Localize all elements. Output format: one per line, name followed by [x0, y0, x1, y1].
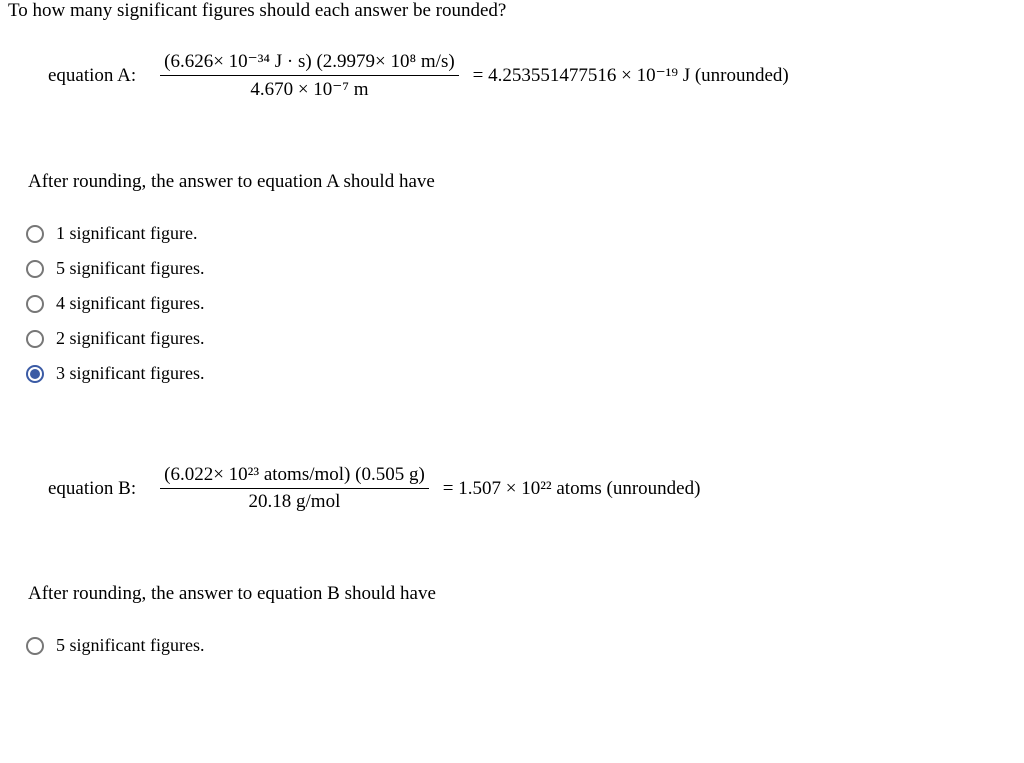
- equation-b-denominator: 20.18 g/mol: [245, 489, 345, 513]
- equation-a-denominator: 4.670 × 10⁻⁷ m: [246, 76, 372, 101]
- options-a-option-2[interactable]: 4 significant figures.: [26, 293, 1004, 314]
- equation-b-block: equation B: (6.022× 10²³ atoms/mol) (0.5…: [48, 464, 1004, 513]
- equation-a-result: = 4.253551477516 × 10⁻¹⁹ J (unrounded): [473, 64, 789, 87]
- options-a-option-1[interactable]: 5 significant figures.: [26, 258, 1004, 279]
- equation-b-result: = 1.507 × 10²² atoms (unrounded): [443, 478, 701, 500]
- equation-a-fraction: (6.626× 10⁻³⁴ J · s) (2.9979× 10⁸ m/s) 4…: [160, 50, 459, 101]
- question-prompt: To how many significant figures should e…: [8, 0, 1004, 22]
- option-label: 4 significant figures.: [56, 293, 204, 314]
- radio-icon[interactable]: [26, 330, 44, 348]
- equation-a-block: equation A: (6.626× 10⁻³⁴ J · s) (2.9979…: [48, 50, 1004, 101]
- option-label: 2 significant figures.: [56, 328, 204, 349]
- radio-icon[interactable]: [26, 637, 44, 655]
- option-label: 1 significant figure.: [56, 223, 197, 244]
- equation-b-fraction: (6.022× 10²³ atoms/mol) (0.505 g) 20.18 …: [160, 464, 429, 513]
- radio-icon[interactable]: [26, 295, 44, 313]
- equation-b-label: equation B:: [48, 478, 136, 500]
- subprompt-a: After rounding, the answer to equation A…: [28, 171, 1004, 193]
- equation-b-numerator: (6.022× 10²³ atoms/mol) (0.505 g): [160, 464, 429, 489]
- options-a-option-0[interactable]: 1 significant figure.: [26, 223, 1004, 244]
- radio-icon[interactable]: [26, 365, 44, 383]
- options-a-option-4[interactable]: 3 significant figures.: [26, 363, 1004, 384]
- options-b: 5 significant figures.: [26, 635, 1004, 656]
- options-a: 1 significant figure. 5 significant figur…: [26, 223, 1004, 384]
- option-label: 3 significant figures.: [56, 363, 204, 384]
- equation-a-label: equation A:: [48, 65, 136, 87]
- option-label: 5 significant figures.: [56, 635, 204, 656]
- options-a-option-3[interactable]: 2 significant figures.: [26, 328, 1004, 349]
- radio-icon[interactable]: [26, 260, 44, 278]
- option-label: 5 significant figures.: [56, 258, 204, 279]
- equation-a-numerator: (6.626× 10⁻³⁴ J · s) (2.9979× 10⁸ m/s): [160, 50, 459, 76]
- options-b-option-0[interactable]: 5 significant figures.: [26, 635, 1004, 656]
- radio-icon[interactable]: [26, 225, 44, 243]
- subprompt-b: After rounding, the answer to equation B…: [28, 583, 1004, 605]
